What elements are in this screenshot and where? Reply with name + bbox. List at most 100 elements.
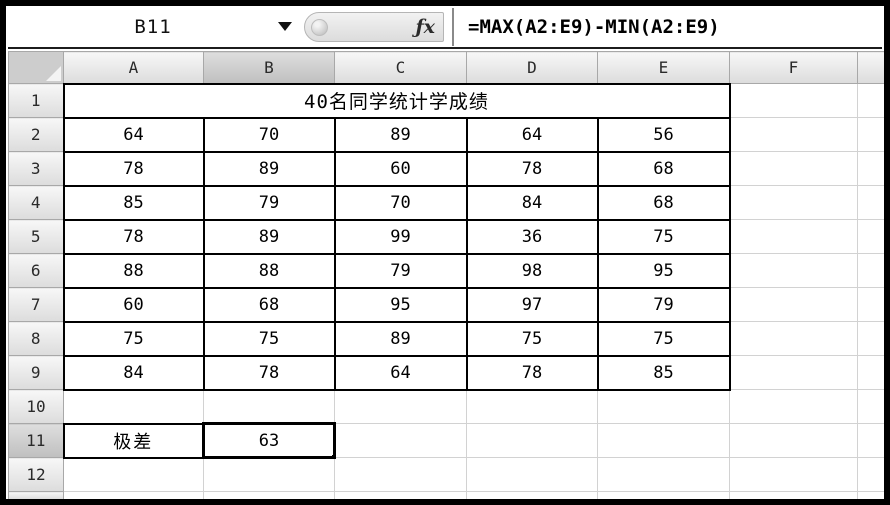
row-header-12[interactable]: 12 <box>8 457 64 492</box>
cell-a6[interactable]: 88 <box>62 252 205 289</box>
cell-a9[interactable]: 84 <box>62 354 205 391</box>
column-header-c[interactable]: C <box>334 51 467 84</box>
cell-b3[interactable]: 89 <box>202 150 336 187</box>
cell-f12[interactable] <box>729 457 858 492</box>
formula-bar-divider <box>8 47 882 49</box>
cell-partial <box>857 355 884 390</box>
cell-a12[interactable] <box>63 457 204 492</box>
cell-b9[interactable]: 78 <box>202 354 336 391</box>
cell-d2[interactable]: 64 <box>465 116 599 153</box>
cell-partial <box>857 219 884 254</box>
cell-b7[interactable]: 68 <box>202 286 336 323</box>
cell-e12[interactable] <box>597 457 730 492</box>
cell-b6[interactable]: 88 <box>202 252 336 289</box>
formula-bar: B11 ƒx =MAX(A2:E9)-MIN(A2:E9) <box>8 8 882 46</box>
cell-f5[interactable] <box>729 219 858 254</box>
cell-d3[interactable]: 78 <box>465 150 599 187</box>
row-header-4[interactable]: 4 <box>8 185 64 220</box>
row-header-5[interactable]: 5 <box>8 219 64 254</box>
insert-function-circle-icon <box>311 18 328 36</box>
cell-e3[interactable]: 68 <box>596 150 731 187</box>
cell-e9[interactable]: 85 <box>596 354 731 391</box>
cell-d11[interactable] <box>466 423 598 458</box>
cell-a8[interactable]: 75 <box>62 320 205 357</box>
cell-e4[interactable]: 68 <box>596 184 731 221</box>
cell-f8[interactable] <box>729 321 858 356</box>
column-header-a[interactable]: A <box>63 51 204 84</box>
cell-d12[interactable] <box>466 457 598 492</box>
row-header-3[interactable]: 3 <box>8 151 64 186</box>
cell-a10[interactable] <box>63 389 204 424</box>
cell-e5[interactable]: 75 <box>596 218 731 255</box>
cell-e6[interactable]: 95 <box>596 252 731 289</box>
row-header-11[interactable]: 11 <box>8 423 64 458</box>
title-cell[interactable]: 40名同学统计学成绩 <box>62 82 731 119</box>
cell-f11[interactable] <box>729 423 858 458</box>
cell-f4[interactable] <box>729 185 858 220</box>
cell-b2[interactable]: 70 <box>202 116 336 153</box>
cell-partial <box>857 287 884 322</box>
cell-c4[interactable]: 70 <box>333 184 468 221</box>
column-header-b[interactable]: B <box>203 51 335 84</box>
select-all-button[interactable] <box>8 51 64 84</box>
cell-a7[interactable]: 60 <box>62 286 205 323</box>
cell-b10[interactable] <box>203 389 335 424</box>
cell-d10[interactable] <box>466 389 598 424</box>
cell-a3[interactable]: 78 <box>62 150 205 187</box>
fill-handle[interactable] <box>331 454 332 455</box>
cell-b12[interactable] <box>203 457 335 492</box>
column-header-e[interactable]: E <box>597 51 730 84</box>
formula-input[interactable]: =MAX(A2:E9)-MIN(A2:E9) <box>452 8 882 46</box>
cell-d6[interactable]: 98 <box>465 252 599 289</box>
cell-c2[interactable]: 89 <box>333 116 468 153</box>
cell-c11[interactable] <box>334 423 467 458</box>
cell-c6[interactable]: 79 <box>333 252 468 289</box>
cell-partial <box>857 491 884 499</box>
cell-a4[interactable]: 85 <box>62 184 205 221</box>
cell-f9[interactable] <box>729 355 858 390</box>
cell-a5[interactable]: 78 <box>62 218 205 255</box>
cell-e7[interactable]: 79 <box>596 286 731 323</box>
cell-b8[interactable]: 75 <box>202 320 336 357</box>
row-header-7[interactable]: 7 <box>8 287 64 322</box>
cell-c8[interactable]: 89 <box>333 320 468 357</box>
cell-b5[interactable]: 89 <box>202 218 336 255</box>
cell-d8[interactable]: 75 <box>465 320 599 357</box>
cell-c10[interactable] <box>334 389 467 424</box>
name-box[interactable]: B11 <box>8 8 298 46</box>
cell-c9[interactable]: 64 <box>333 354 468 391</box>
cell-f6[interactable] <box>729 253 858 288</box>
cell-partial <box>597 491 730 499</box>
column-header-d[interactable]: D <box>466 51 598 84</box>
cell-c12[interactable] <box>334 457 467 492</box>
row-header-1[interactable]: 1 <box>8 83 64 118</box>
name-box-dropdown-icon[interactable] <box>278 22 292 31</box>
cell-f7[interactable] <box>729 287 858 322</box>
cell-d4[interactable]: 84 <box>465 184 599 221</box>
row-header-10[interactable]: 10 <box>8 389 64 424</box>
cell-b4[interactable]: 79 <box>202 184 336 221</box>
cell-f10[interactable] <box>729 389 858 424</box>
range-label-cell[interactable]: 极差 <box>62 422 205 459</box>
cell-d7[interactable]: 97 <box>465 286 599 323</box>
column-header-f[interactable]: F <box>729 51 858 84</box>
cell-d5[interactable]: 36 <box>465 218 599 255</box>
cell-d9[interactable]: 78 <box>465 354 599 391</box>
row-header-9[interactable]: 9 <box>8 355 64 390</box>
cell-e10[interactable] <box>597 389 730 424</box>
cell-f1[interactable] <box>729 83 858 118</box>
insert-function-button[interactable]: ƒx <box>304 12 444 42</box>
cell-a2[interactable]: 64 <box>62 116 205 153</box>
cell-e8[interactable]: 75 <box>596 320 731 357</box>
row-header-8[interactable]: 8 <box>8 321 64 356</box>
selected-cell-b11[interactable]: 63 <box>202 422 336 459</box>
row-header-6[interactable]: 6 <box>8 253 64 288</box>
cell-e11[interactable] <box>597 423 730 458</box>
cell-c3[interactable]: 60 <box>333 150 468 187</box>
cell-c7[interactable]: 95 <box>333 286 468 323</box>
cell-e2[interactable]: 56 <box>596 116 731 153</box>
row-header-2[interactable]: 2 <box>8 117 64 152</box>
cell-c5[interactable]: 99 <box>333 218 468 255</box>
cell-f2[interactable] <box>729 117 858 152</box>
cell-f3[interactable] <box>729 151 858 186</box>
